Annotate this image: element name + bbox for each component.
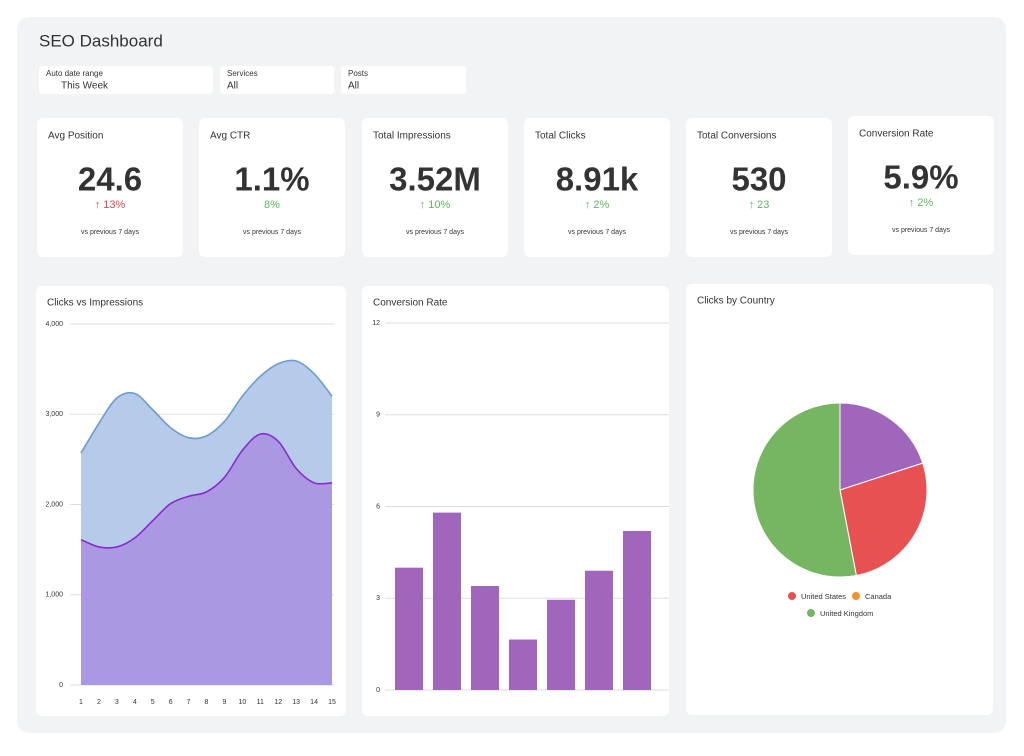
dashboard-title: SEO Dashboard bbox=[39, 31, 163, 50]
kpi-value: 5.9% bbox=[883, 159, 958, 196]
legend-swatch[interactable] bbox=[788, 592, 796, 600]
kpi-card bbox=[37, 118, 183, 257]
y-tick-label: 9 bbox=[376, 412, 380, 419]
y-tick-label: 0 bbox=[59, 682, 63, 689]
x-tick-label: 1 bbox=[79, 699, 83, 706]
bar bbox=[509, 639, 537, 690]
chart-title: Clicks by Country bbox=[697, 296, 775, 307]
kpi-note: vs previous 7 days bbox=[406, 229, 464, 236]
kpi-label: Total Conversions bbox=[697, 131, 776, 142]
y-tick-label: 3 bbox=[376, 595, 380, 602]
legend-label[interactable]: United Kingdom bbox=[820, 609, 873, 618]
x-tick-label: 14 bbox=[310, 699, 318, 706]
y-tick-label: 3,000 bbox=[45, 411, 63, 418]
kpi-change: ↑ 2% bbox=[909, 197, 934, 209]
kpi-label: Avg CTR bbox=[210, 131, 250, 142]
kpi-card bbox=[686, 118, 832, 257]
kpi-value: 24.6 bbox=[78, 161, 142, 198]
kpi-value: 1.1% bbox=[234, 161, 309, 198]
filter-value: All bbox=[227, 81, 238, 92]
area-line bbox=[80, 359, 333, 454]
filter-value: All bbox=[348, 81, 359, 92]
kpi-card bbox=[524, 118, 670, 257]
kpi-card bbox=[848, 116, 994, 255]
x-tick-label: 9 bbox=[222, 699, 226, 706]
kpi-note: vs previous 7 days bbox=[892, 227, 950, 234]
filter-label: Posts bbox=[348, 69, 368, 78]
kpi-value: 3.52M bbox=[389, 161, 481, 198]
kpi-card bbox=[362, 118, 508, 257]
kpi-change: ↑ 10% bbox=[420, 199, 451, 211]
legend-swatch[interactable] bbox=[807, 609, 815, 617]
bar bbox=[547, 599, 575, 690]
x-tick-label: 7 bbox=[187, 699, 191, 706]
kpi-note: vs previous 7 days bbox=[81, 229, 139, 236]
x-tick-label: 4 bbox=[133, 699, 137, 706]
filter-box[interactable] bbox=[341, 66, 466, 94]
chart-title: Conversion Rate bbox=[373, 298, 448, 309]
kpi-card bbox=[199, 118, 345, 257]
y-tick-label: 2,000 bbox=[45, 501, 63, 508]
area-line bbox=[80, 432, 333, 549]
kpi-change: ↑ 13% bbox=[95, 199, 126, 211]
x-tick-label: 13 bbox=[292, 699, 300, 706]
y-tick-label: 1,000 bbox=[45, 592, 63, 599]
x-tick-label: 6 bbox=[169, 699, 173, 706]
pie-slice bbox=[839, 462, 928, 577]
legend-label[interactable]: Canada bbox=[865, 592, 892, 601]
kpi-label: Avg Position bbox=[48, 131, 103, 142]
kpi-change: ↑ 2% bbox=[585, 199, 610, 211]
x-tick-label: 2 bbox=[97, 699, 101, 706]
x-tick-label: 15 bbox=[328, 699, 336, 706]
kpi-note: vs previous 7 days bbox=[730, 229, 788, 236]
x-tick-label: 10 bbox=[238, 699, 246, 706]
x-tick-label: 5 bbox=[151, 699, 155, 706]
kpi-change: 8% bbox=[264, 199, 280, 211]
kpi-label: Total Clicks bbox=[535, 131, 586, 142]
y-tick-label: 4,000 bbox=[45, 321, 63, 328]
chart-title: Clicks vs Impressions bbox=[47, 298, 143, 309]
bar bbox=[623, 530, 651, 690]
bar bbox=[585, 570, 613, 690]
y-tick-label: 12 bbox=[372, 320, 380, 327]
filter-label: Services bbox=[227, 69, 258, 78]
filter-label: Auto date range bbox=[46, 69, 103, 78]
pie-slice bbox=[752, 402, 857, 578]
y-tick-label: 6 bbox=[376, 503, 380, 510]
kpi-note: vs previous 7 days bbox=[243, 229, 301, 236]
filter-value: This Week bbox=[61, 81, 109, 92]
bar bbox=[471, 586, 499, 690]
legend-swatch[interactable] bbox=[852, 592, 860, 600]
kpi-label: Total Impressions bbox=[373, 131, 451, 142]
filter-box[interactable] bbox=[39, 66, 213, 94]
y-tick-label: 0 bbox=[376, 687, 380, 694]
kpi-label: Conversion Rate bbox=[859, 129, 934, 140]
pie-slice bbox=[839, 402, 924, 491]
kpi-value: 530 bbox=[731, 161, 786, 198]
x-tick-label: 3 bbox=[115, 699, 119, 706]
bar bbox=[395, 567, 423, 690]
legend-label[interactable]: United States bbox=[801, 592, 846, 601]
bar bbox=[433, 512, 461, 690]
area-fill bbox=[81, 433, 332, 685]
kpi-value: 8.91k bbox=[556, 161, 639, 198]
x-tick-label: 11 bbox=[257, 699, 264, 706]
x-tick-label: 8 bbox=[205, 699, 209, 706]
kpi-change: ↑ 23 bbox=[749, 199, 770, 211]
x-tick-label: 12 bbox=[274, 699, 282, 706]
filter-box[interactable] bbox=[220, 66, 334, 94]
kpi-note: vs previous 7 days bbox=[568, 229, 626, 236]
